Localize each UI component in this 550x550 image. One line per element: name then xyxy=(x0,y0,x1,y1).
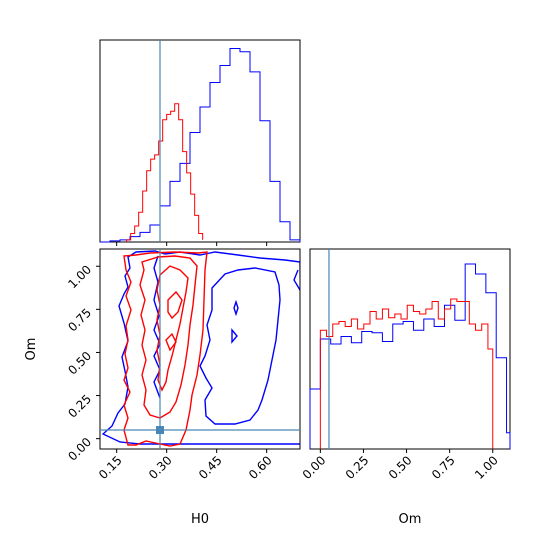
blue-contour-outer xyxy=(101,250,300,445)
contour-xtick-label-1: 0.30 xyxy=(146,453,175,482)
contour-ytick-label-1: 0.25 xyxy=(65,392,94,421)
contour-ytick-label-0: 0.00 xyxy=(65,435,94,464)
contour-ytick-label-4: 1.00 xyxy=(65,262,94,291)
contour-frame xyxy=(99,248,301,450)
red-contour-core xyxy=(167,290,183,320)
om-marginal-histograms xyxy=(309,263,511,449)
red-contour-outer xyxy=(123,251,208,447)
blue-contour-bottom-left xyxy=(153,255,161,399)
contour-xtick-label-0: 0.15 xyxy=(96,453,125,482)
om-xtick-label-0: 0.00 xyxy=(300,453,329,482)
h0-om-contour-panel: 0.15 0.30 0.45 0.600.000.250.500.751.00 H0 … xyxy=(24,248,301,527)
red-contour-mid xyxy=(139,255,198,419)
contour-ytick-label-3: 0.75 xyxy=(65,306,94,335)
om-hist-series-1-step xyxy=(319,298,494,449)
h0-marginal-histograms xyxy=(100,48,301,243)
contour-xlabel: H0 xyxy=(191,512,209,527)
contour-truth-lines xyxy=(100,249,300,449)
h0-hist-series-1-step xyxy=(126,103,204,242)
blue-contour-inner-right-island xyxy=(231,328,238,344)
om-marginal-frame xyxy=(309,248,511,450)
contour-xtick-label-3: 0.60 xyxy=(246,453,275,482)
h0-marginal-panel xyxy=(99,39,301,246)
red-contour-inner xyxy=(156,265,189,392)
om-xtick-label-2: 0.50 xyxy=(386,453,415,482)
om-xtick-label-4: 1.00 xyxy=(472,453,501,482)
om-xtick-label-3: 0.75 xyxy=(429,453,458,482)
om-marginal-ticks: 0.00 0.25 0.50 0.75 1.00 xyxy=(300,449,501,482)
contour-lines xyxy=(101,250,300,447)
contour-ylabel: Om xyxy=(24,338,39,361)
red-contour-core-2 xyxy=(165,332,177,352)
blue-contour-inner-right xyxy=(199,267,281,425)
h0-hist-series-0-step xyxy=(100,48,301,243)
contour-ytick-label-2: 0.50 xyxy=(65,349,94,378)
om-hist-series-0-step xyxy=(309,263,511,449)
blue-contour-small-right xyxy=(293,269,300,291)
h0-marginal-ticks xyxy=(116,242,268,246)
blue-contour-small-top xyxy=(233,299,239,317)
contour-xtick-label-2: 0.45 xyxy=(196,453,225,482)
om-marginal-xlabel: Om xyxy=(399,512,422,527)
om-marginal-panel: 0.00 0.25 0.50 0.75 1.00 Om xyxy=(300,248,511,527)
om-xtick-label-1: 0.25 xyxy=(343,453,372,482)
contour-truth-marker xyxy=(156,426,164,435)
h0-marginal-frame xyxy=(99,39,301,243)
